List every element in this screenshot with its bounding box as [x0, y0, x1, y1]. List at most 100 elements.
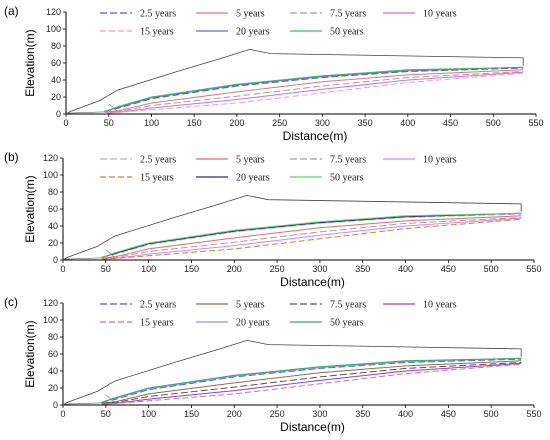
- y-tick-label: 0: [53, 255, 58, 265]
- y-tick-label: 100: [46, 24, 61, 34]
- x-tick-label: 50: [101, 409, 111, 419]
- y-tick-label: 40: [48, 366, 58, 376]
- y-tick-label: 60: [48, 204, 58, 214]
- legend-entry-label: 50 years: [330, 173, 364, 184]
- x-tick-label: 100: [141, 409, 156, 419]
- x-tick-label: 200: [229, 118, 244, 128]
- y-tick-label: 40: [51, 75, 61, 85]
- series-line-5-years: [104, 69, 524, 113]
- panel-label: (a): [4, 4, 19, 18]
- series-line-20-years: [101, 212, 522, 258]
- series-line-15-years: [101, 363, 522, 405]
- legend-entry-label: 5 years: [236, 300, 265, 311]
- series-line-7-5-years: [101, 362, 522, 404]
- legend-entry-label: 2.5 years: [140, 155, 176, 166]
- y-tick-label: 60: [51, 58, 61, 68]
- panel-label: (c): [4, 295, 18, 309]
- terrain-profile-line: [65, 48, 524, 115]
- series-line-7-5-years: [101, 217, 522, 259]
- series-line-2-5-years: [101, 358, 522, 403]
- x-tick-label: 450: [441, 409, 456, 419]
- series-line-20-years: [104, 66, 524, 112]
- legend-entry-label: 15 years: [140, 318, 174, 329]
- y-tick-label: 100: [43, 315, 58, 325]
- x-tick-label: 250: [272, 118, 287, 128]
- terrain-profile-line: [62, 339, 522, 406]
- legend-entry-label: 7.5 years: [330, 300, 366, 311]
- x-tick-label: 150: [187, 118, 202, 128]
- legend-entry-label: 7.5 years: [330, 9, 366, 20]
- x-tick-label: 450: [441, 264, 456, 274]
- x-tick-label: 350: [355, 264, 370, 274]
- legend-entry-label: 5 years: [236, 155, 265, 166]
- chart-panel-1: 0 20 40 60 80 100 120 0 50 100 150 200 250 300 350 400 4…: [4, 4, 544, 143]
- series-line-50-years: [101, 212, 522, 258]
- y-tick-label: 100: [43, 170, 58, 180]
- legend-entry-label: 20 years: [236, 318, 270, 329]
- series-line-2-5-years: [104, 67, 524, 112]
- chart-panel-2: 0 20 40 60 80 100 120 0 50 100 150 200 250 300 350 400 4…: [4, 150, 542, 289]
- y-axis-label: Elevation(m): [23, 29, 37, 96]
- y-tick-label: 0: [53, 400, 58, 410]
- series-line-5-years: [101, 360, 522, 404]
- series-line-5-years: [101, 215, 522, 259]
- x-tick-label: 300: [312, 409, 327, 419]
- legend-entry-label: 2.5 years: [140, 9, 176, 20]
- series-line-50-years: [104, 66, 524, 112]
- x-tick-label: 550: [526, 264, 541, 274]
- y-axis-label: Elevation(m): [23, 175, 37, 242]
- series-line-15-years: [101, 218, 522, 260]
- y-axis-label: Elevation(m): [23, 320, 37, 387]
- series-line-50-years: [101, 357, 522, 403]
- x-tick-label: 100: [144, 118, 159, 128]
- x-tick-label: 50: [101, 264, 111, 274]
- series-line-20-years: [101, 357, 522, 403]
- x-tick-label: 350: [355, 409, 370, 419]
- x-axis-label: Distance(m): [283, 129, 348, 143]
- y-tick-label: 120: [46, 7, 61, 17]
- series-line-7-5-years: [104, 71, 524, 113]
- x-tick-label: 300: [315, 118, 330, 128]
- legend: 2.5 years 5 years 7.5 years 10 years 15 year…: [100, 9, 457, 38]
- x-tick-label: 400: [398, 409, 413, 419]
- x-tick-label: 200: [227, 264, 242, 274]
- x-tick-label: 150: [184, 264, 199, 274]
- x-tick-label: 0: [60, 409, 65, 419]
- x-tick-label: 0: [60, 264, 65, 274]
- x-tick-label: 500: [484, 264, 499, 274]
- legend-entry-label: 15 years: [140, 27, 174, 38]
- x-tick-label: 400: [398, 264, 413, 274]
- x-tick-label: 400: [400, 118, 415, 128]
- y-tick-label: 80: [51, 41, 61, 51]
- x-tick-label: 50: [104, 118, 114, 128]
- x-tick-label: 350: [358, 118, 373, 128]
- series-line-2-5-years: [101, 213, 522, 258]
- legend-entry-label: 7.5 years: [330, 155, 366, 166]
- y-tick-label: 60: [48, 349, 58, 359]
- x-tick-label: 550: [528, 118, 543, 128]
- x-tick-label: 100: [141, 264, 156, 274]
- legend-entry-label: 10 years: [423, 155, 457, 166]
- legend-entry-label: 10 years: [423, 9, 457, 20]
- y-tick-label: 80: [48, 332, 58, 342]
- x-axis-label: Distance(m): [280, 275, 345, 289]
- x-tick-label: 200: [227, 409, 242, 419]
- legend-entry-label: 5 years: [236, 9, 265, 20]
- y-tick-label: 20: [48, 238, 58, 248]
- x-tick-label: 300: [312, 264, 327, 274]
- terrain-profile-line: [62, 194, 522, 261]
- legend-entry-label: 20 years: [236, 173, 270, 184]
- chart-panel-3: 0 20 40 60 80 100 120 0 50 100 150 200 250 300 350 400 4…: [4, 295, 542, 434]
- legend-entry-label: 20 years: [236, 27, 270, 38]
- series-line-15-years: [104, 72, 524, 114]
- y-tick-label: 40: [48, 221, 58, 231]
- x-axis-label: Distance(m): [280, 420, 345, 434]
- legend-entry-label: 2.5 years: [140, 300, 176, 311]
- x-tick-label: 500: [486, 118, 501, 128]
- y-tick-label: 20: [48, 383, 58, 393]
- legend: 2.5 years 5 years 7.5 years 10 years 15 year…: [100, 155, 457, 184]
- y-tick-label: 80: [48, 187, 58, 197]
- y-tick-label: 0: [56, 109, 61, 119]
- legend-entry-label: 50 years: [330, 27, 364, 38]
